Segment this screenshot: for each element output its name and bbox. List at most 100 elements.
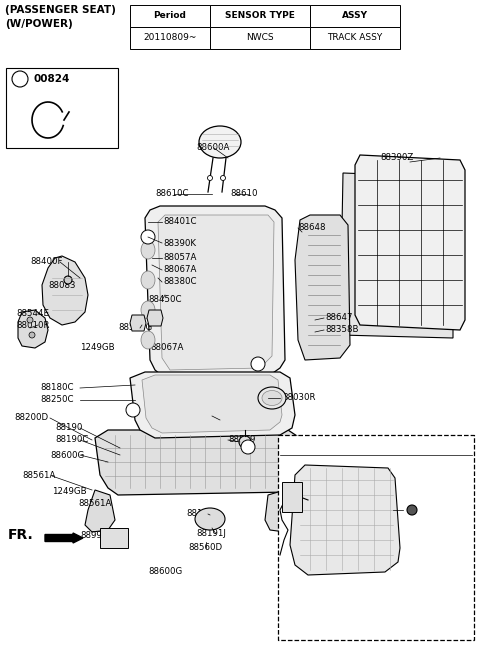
Polygon shape (295, 215, 350, 360)
Text: 88191J: 88191J (196, 530, 226, 538)
Circle shape (29, 332, 35, 338)
Bar (210, 5, 310, 27)
Polygon shape (290, 465, 400, 575)
Text: 88648: 88648 (298, 224, 325, 233)
Circle shape (251, 357, 265, 371)
Text: 88401C: 88401C (163, 218, 196, 226)
Bar (210, 27, 310, 49)
Bar (282, 482, 302, 512)
Text: a: a (146, 233, 150, 241)
Polygon shape (142, 375, 282, 433)
Ellipse shape (141, 271, 155, 289)
Bar (310, 5, 400, 27)
Polygon shape (130, 315, 146, 331)
Text: 88560D: 88560D (188, 543, 222, 553)
Text: 88390K: 88390K (163, 239, 196, 247)
Polygon shape (85, 490, 115, 532)
Text: 88190C: 88190C (55, 436, 88, 445)
Text: 88083: 88083 (48, 281, 75, 290)
Text: 88569: 88569 (228, 436, 255, 445)
Bar (130, 27, 210, 49)
Text: 88200D: 88200D (14, 413, 48, 422)
Text: 88544E: 88544E (16, 309, 49, 317)
Polygon shape (355, 155, 465, 330)
Text: 88067A: 88067A (163, 266, 196, 275)
Text: 88195B: 88195B (186, 509, 219, 519)
Text: 88401C: 88401C (302, 451, 336, 460)
Text: 88561A: 88561A (78, 498, 111, 508)
Polygon shape (42, 256, 88, 325)
Text: 88380C: 88380C (163, 277, 196, 286)
Circle shape (141, 230, 155, 244)
Text: 88647: 88647 (325, 313, 352, 322)
Circle shape (126, 403, 140, 417)
Text: 88400F: 88400F (30, 258, 62, 266)
Polygon shape (18, 310, 48, 348)
Text: NWCS: NWCS (246, 33, 274, 43)
Text: 88600A: 88600A (196, 143, 229, 152)
Polygon shape (158, 215, 274, 370)
Text: FR.: FR. (8, 528, 34, 542)
Text: 88600G: 88600G (50, 451, 84, 460)
Text: (W/POWER): (W/POWER) (5, 19, 73, 29)
Circle shape (12, 71, 28, 87)
Text: 1249GB: 1249GB (80, 343, 115, 353)
Text: 88190: 88190 (55, 424, 83, 432)
Bar (6, 68, 118, 148)
Text: Period: Period (154, 12, 186, 20)
Text: 88067A: 88067A (150, 343, 183, 353)
Polygon shape (145, 206, 285, 378)
Polygon shape (95, 430, 305, 495)
Text: 00824: 00824 (34, 74, 71, 84)
Text: 88010R: 88010R (16, 320, 49, 330)
Bar (278, 435, 474, 640)
Text: 88390Z: 88390Z (380, 154, 413, 162)
Polygon shape (147, 310, 163, 326)
Text: 88401C: 88401C (348, 463, 384, 472)
Text: 88504G: 88504G (118, 324, 152, 332)
Text: 88610: 88610 (230, 190, 257, 199)
Bar (100, 528, 128, 548)
Text: a: a (17, 75, 23, 84)
Circle shape (207, 175, 213, 181)
Polygon shape (340, 173, 453, 338)
Text: 1249GB: 1249GB (52, 487, 86, 496)
Circle shape (407, 505, 417, 515)
Ellipse shape (262, 390, 282, 405)
Text: ASSY: ASSY (342, 12, 368, 20)
Ellipse shape (141, 301, 155, 319)
Ellipse shape (195, 508, 225, 530)
Text: 88180C: 88180C (40, 383, 73, 392)
Text: (W/SIDE AIR BAG): (W/SIDE AIR BAG) (328, 445, 424, 455)
Text: 88995: 88995 (80, 532, 107, 540)
Text: 1339CC: 1339CC (400, 498, 434, 508)
Text: 88250C: 88250C (40, 396, 73, 405)
Polygon shape (130, 372, 295, 438)
Text: a: a (131, 405, 135, 415)
Text: 88920T: 88920T (293, 487, 325, 496)
Text: 88358B: 88358B (325, 326, 359, 334)
Text: 20110809~: 20110809~ (144, 33, 197, 43)
Bar (310, 27, 400, 49)
Text: TRACK ASSY: TRACK ASSY (327, 33, 383, 43)
Text: a: a (256, 360, 260, 368)
Text: a: a (246, 443, 250, 451)
FancyArrow shape (45, 533, 83, 543)
Circle shape (239, 436, 251, 448)
Text: 88030R: 88030R (282, 394, 315, 402)
Text: 88610C: 88610C (155, 190, 189, 199)
Ellipse shape (199, 126, 241, 158)
Circle shape (220, 175, 226, 181)
Text: 88057A: 88057A (163, 254, 196, 262)
Bar (130, 5, 210, 27)
Circle shape (27, 317, 33, 323)
Circle shape (241, 440, 255, 454)
Polygon shape (265, 490, 290, 532)
Text: 88600G: 88600G (148, 568, 182, 576)
Ellipse shape (141, 241, 155, 259)
Circle shape (64, 276, 72, 284)
Text: 88057A: 88057A (212, 411, 245, 421)
Ellipse shape (258, 387, 286, 409)
Ellipse shape (141, 331, 155, 349)
Text: SENSOR TYPE: SENSOR TYPE (225, 12, 295, 20)
